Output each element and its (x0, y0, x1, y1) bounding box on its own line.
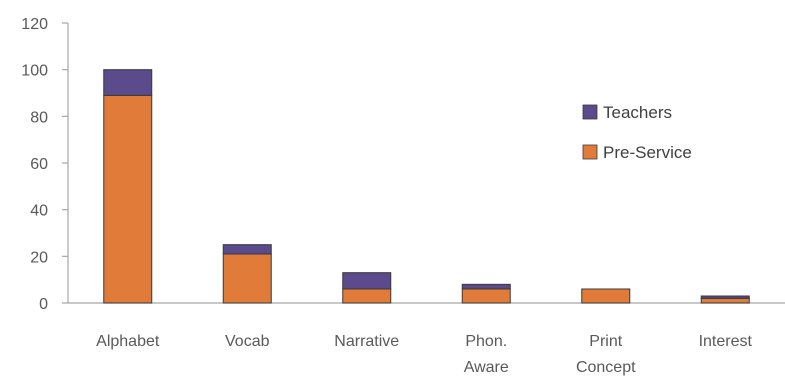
legend-label: Teachers (603, 103, 672, 122)
y-tick-label: 20 (30, 249, 48, 266)
x-tick-label: Alphabet (96, 333, 160, 350)
bar-pre-service-5 (700, 297, 750, 304)
bar-teachers-2 (342, 272, 392, 290)
legend-label: Pre-Service (603, 143, 692, 162)
bar-pre-service-3 (461, 288, 511, 304)
y-axis: 0 20 40 60 80 100 120 (21, 16, 69, 313)
x-tick-label: Vocab (225, 333, 270, 350)
x-tick-label: Print Concept (576, 333, 636, 376)
x-tick-label: Narrative (334, 333, 399, 350)
y-tick-label: 120 (21, 16, 48, 33)
legend: Teachers Pre-Service (582, 103, 692, 162)
bar-teachers-1 (222, 244, 272, 255)
x-tick-label: Interest (699, 333, 753, 350)
bar-pre-service-0 (103, 94, 153, 304)
y-tick-label: 60 (30, 156, 48, 173)
y-tick-label: 40 (30, 203, 48, 220)
x-tick-label: Phon. Aware (464, 333, 509, 376)
bar-teachers-3 (461, 283, 511, 290)
y-tick-label: 100 (21, 63, 48, 80)
bar-pre-service-1 (222, 253, 272, 304)
x-axis: Alphabet Vocab Narrative Phon. Aware Print Con… (68, 302, 785, 376)
bar-pre-service-4 (581, 288, 631, 304)
legend-swatch (582, 144, 598, 160)
bars (103, 69, 750, 304)
y-tick-label: 80 (30, 109, 48, 126)
legend-swatch (582, 104, 598, 120)
y-tick-label: 0 (39, 296, 48, 313)
bar-pre-service-2 (342, 288, 392, 304)
bar-teachers-5 (700, 295, 750, 299)
bar-teachers-0 (103, 69, 153, 96)
